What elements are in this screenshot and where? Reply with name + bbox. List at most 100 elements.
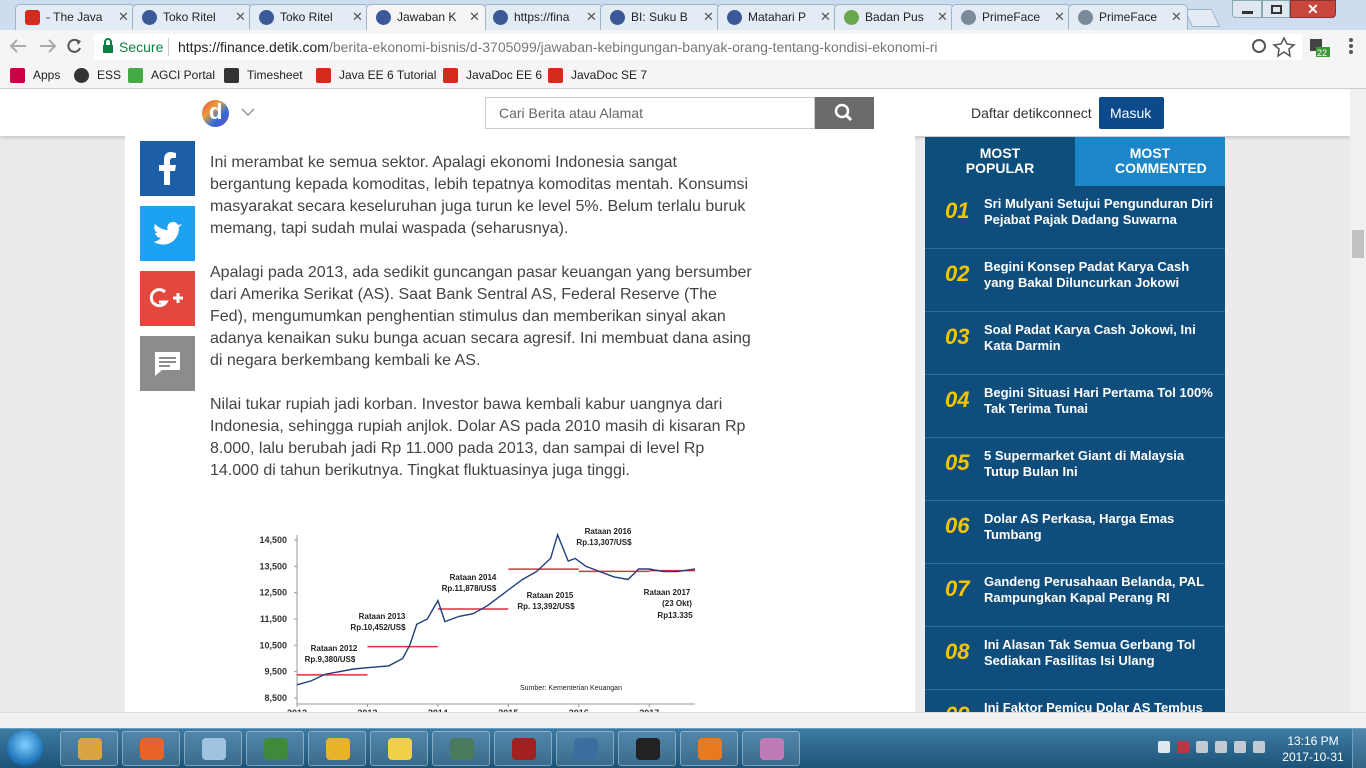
tab-close[interactable]: ✕ (1054, 9, 1065, 24)
translate-icon[interactable] (1252, 39, 1266, 53)
bookmark-label: Java EE 6 Tutorial (339, 68, 437, 82)
popular-item[interactable]: 04 Begini Situasi Hari Pertama Tol 100% T… (925, 375, 1225, 438)
taskbar-app[interactable] (494, 731, 552, 766)
reload-button[interactable] (67, 38, 81, 53)
popular-item[interactable]: 06 Dolar AS Perkasa, Harga Emas Tumbang (925, 501, 1225, 564)
vertical-scrollbar[interactable] (1350, 89, 1366, 712)
browser-tab[interactable]: - The Java ✕ (15, 4, 135, 30)
popular-item[interactable]: 03 Soal Padat Karya Cash Jokowi, Ini Kata… (925, 312, 1225, 375)
article-paragraph: Ini merambat ke semua sektor. Apalagi ek… (210, 154, 749, 237)
tray-icon[interactable] (1196, 741, 1208, 753)
taskbar-app[interactable] (556, 731, 614, 766)
popular-item[interactable]: 07 Gandeng Perusahaan Belanda, PAL Rampun… (925, 564, 1225, 627)
extension-badge: 22 (1317, 48, 1328, 58)
tab-title: PrimeFace (1099, 10, 1158, 24)
tab-close[interactable]: ✕ (235, 9, 246, 24)
browser-tab[interactable]: Toko Ritel ✕ (249, 4, 369, 30)
bookmark-star[interactable] (1272, 36, 1296, 58)
browser-tab[interactable]: BI: Suku B ✕ (600, 4, 720, 30)
tab-title: PrimeFace (982, 10, 1041, 24)
menu-dot[interactable] (1349, 38, 1353, 42)
bookmark-icon (443, 68, 458, 83)
back-button[interactable] (9, 39, 26, 53)
average-label: Rp.10,452/US$ (350, 623, 406, 632)
scroll-thumb[interactable] (1352, 230, 1364, 258)
popular-item[interactable]: 08 Ini Alasan Tak Semua Gerbang Tol Sedia… (925, 627, 1225, 690)
social-twitter[interactable] (140, 206, 195, 261)
social-comment[interactable] (140, 336, 195, 391)
tray-icon[interactable] (1215, 741, 1227, 753)
social-facebook[interactable] (140, 141, 195, 196)
logo-dropdown[interactable] (241, 107, 255, 117)
taskbar-app[interactable] (370, 731, 428, 766)
popular-item[interactable]: 02 Begini Konsep Padat Karya Cash yang Ba… (925, 249, 1225, 312)
popular-item[interactable]: 09 Ini Faktor Pemicu Dolar AS Tembus (925, 690, 1225, 712)
close-button[interactable]: ✕ (1290, 0, 1336, 18)
maximize-button[interactable] (1262, 0, 1290, 18)
logo-letter: d (209, 99, 223, 124)
nav-buttons (9, 38, 81, 53)
taskbar-app[interactable] (618, 731, 676, 766)
sidebar-tab[interactable]: MOST POPULAR (925, 137, 1075, 186)
tab-close[interactable]: ✕ (1171, 9, 1182, 24)
tab-close[interactable]: ✕ (352, 9, 363, 24)
browser-tab[interactable]: PrimeFace ✕ (951, 4, 1071, 30)
forward-button[interactable] (40, 39, 57, 53)
x-tick-label: 2016 (569, 708, 589, 712)
taskbar-app[interactable] (432, 731, 490, 766)
tray-icon[interactable] (1234, 741, 1246, 753)
browser-tab[interactable]: Toko Ritel ✕ (132, 4, 252, 30)
x-tick-label: 2014 (428, 708, 448, 712)
taskbar-app[interactable] (60, 731, 118, 766)
window-controls: ✕ (1232, 0, 1362, 20)
taskbar-app[interactable] (246, 731, 304, 766)
taskbar-app[interactable] (122, 731, 180, 766)
article-paragraph: Nilai tukar rupiah jadi korban. Investor… (210, 396, 746, 479)
popular-item[interactable]: 01 Sri Mulyani Setujui Pengunduran Diri P… (925, 186, 1225, 249)
browser-tab[interactable]: Matahari P ✕ (717, 4, 837, 30)
logo[interactable] (202, 100, 229, 127)
average-title: Rataan 2015 (527, 591, 574, 600)
tab-close[interactable]: ✕ (820, 9, 831, 24)
rate-line (296, 532, 696, 686)
tab-close[interactable]: ✕ (937, 9, 948, 24)
sidebar-tab-label: MOST COMMENTED (1115, 145, 1207, 176)
search-input[interactable] (485, 97, 815, 129)
taskbar-app[interactable] (680, 731, 738, 766)
horizontal-scrollbar[interactable] (0, 712, 1366, 728)
register-link[interactable]: Daftar detikconnect (971, 105, 1092, 121)
taskbar-app[interactable] (308, 731, 366, 766)
item-rank: 06 (945, 513, 970, 538)
taskbar-app-icon (264, 738, 288, 760)
browser-tab[interactable]: Jawaban K ✕ (366, 4, 486, 30)
url[interactable]: https://finance.detik.com/berita-ekonomi… (178, 39, 938, 55)
omnibox[interactable] (94, 34, 1302, 60)
popular-item[interactable]: 05 5 Supermarket Giant di Malaysia Tutup … (925, 438, 1225, 501)
taskbar-app[interactable] (742, 731, 800, 766)
tab-close[interactable]: ✕ (703, 9, 714, 24)
tab-close[interactable]: ✕ (469, 9, 480, 24)
tab-title: BI: Suku B (631, 10, 688, 24)
start-button[interactable] (7, 730, 43, 766)
tray-icon[interactable] (1158, 741, 1170, 753)
sidebar-tab[interactable]: MOST COMMENTED (1075, 137, 1225, 186)
tray-icon[interactable] (1253, 741, 1265, 753)
minimize-button[interactable] (1232, 0, 1262, 18)
tab-favicon (25, 10, 40, 25)
taskbar-app-icon (450, 738, 474, 760)
show-desktop[interactable] (1352, 729, 1366, 768)
social-googleplus[interactable] (140, 271, 195, 326)
browser-tab[interactable]: https://fina ✕ (483, 4, 603, 30)
bookmark-icon (10, 68, 25, 83)
browser-tab[interactable]: PrimeFace ✕ (1068, 4, 1188, 30)
browser-tab[interactable]: Badan Pus ✕ (834, 4, 954, 30)
login-button[interactable] (1099, 97, 1164, 129)
menu-dot (1349, 50, 1353, 54)
search-button[interactable] (815, 97, 874, 129)
bookmark-label: JavaDoc SE 7 (571, 68, 648, 82)
tab-close[interactable]: ✕ (586, 9, 597, 24)
taskbar-app[interactable] (184, 731, 242, 766)
tab-close[interactable]: ✕ (118, 9, 129, 24)
bookmark-label: AGCI Portal (151, 68, 216, 82)
tray-icon[interactable] (1177, 741, 1189, 753)
